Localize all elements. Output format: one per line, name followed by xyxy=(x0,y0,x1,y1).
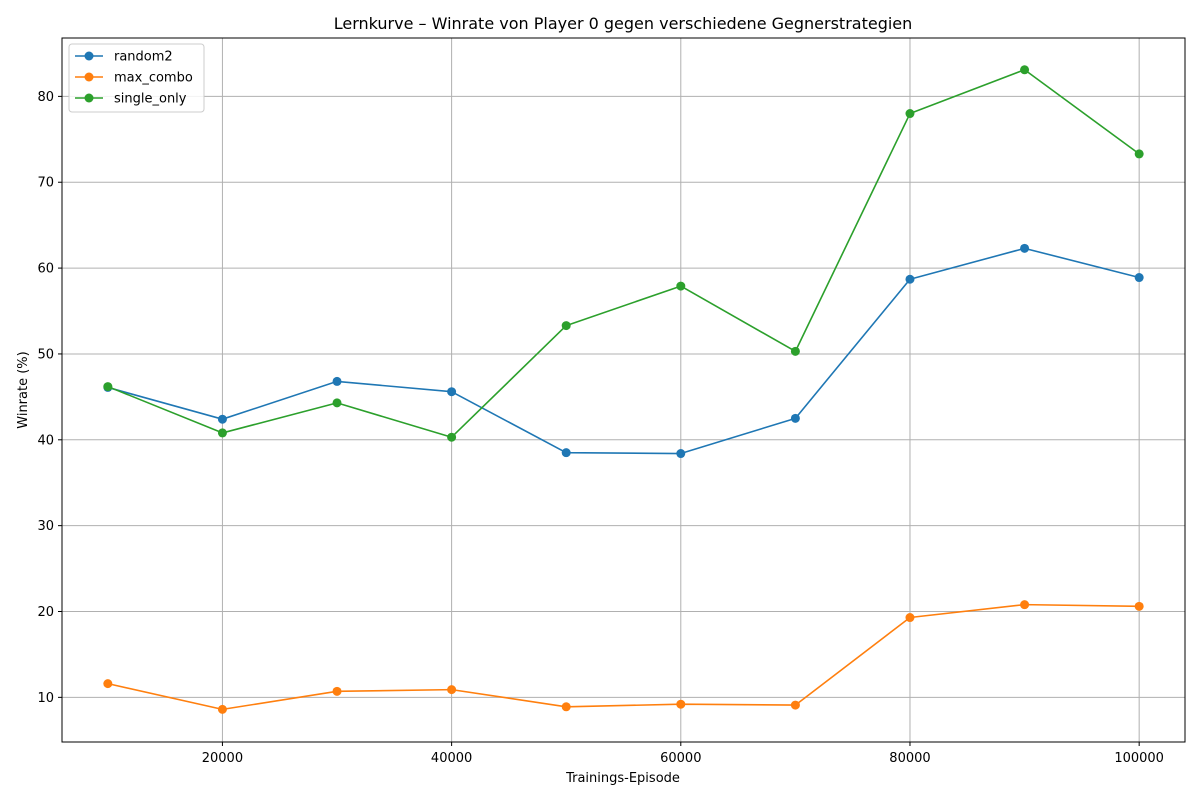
legend-marker-random2 xyxy=(84,51,94,61)
legend: random2 max_combo single_only xyxy=(68,43,205,113)
data-point-random2 xyxy=(676,449,686,459)
series-line-single_only xyxy=(107,68,1140,439)
data-point-max_combo xyxy=(561,702,571,712)
x-tick-label: 40000 xyxy=(431,751,472,766)
series-single_only xyxy=(103,65,1144,442)
data-point-max_combo xyxy=(447,685,457,695)
data-point-max_combo xyxy=(217,704,227,714)
series-group xyxy=(103,65,1144,714)
y-tick-label: 10 xyxy=(37,691,54,706)
data-point-random2 xyxy=(217,414,227,424)
x-axis-ticks: 20000 40000 60000 80000 100000 xyxy=(202,742,1164,766)
x-tick-label: 80000 xyxy=(889,751,930,766)
data-point-random2 xyxy=(332,376,342,386)
grid-lines xyxy=(62,38,1185,742)
legend-label-random2: random2 xyxy=(114,50,173,65)
y-axis-label: Winrate (%) xyxy=(16,351,31,428)
legend-label-single_only: single_only xyxy=(114,92,187,107)
data-point-random2 xyxy=(447,387,457,397)
plot-frame xyxy=(61,37,1186,743)
data-point-random2 xyxy=(561,448,571,458)
legend-marker-single_only xyxy=(84,93,94,103)
data-point-single_only xyxy=(103,382,113,392)
data-point-max_combo xyxy=(1134,601,1144,611)
series-max_combo xyxy=(103,600,1144,714)
data-point-random2 xyxy=(905,274,915,284)
data-point-max_combo xyxy=(332,686,342,696)
y-tick-label: 30 xyxy=(37,519,54,534)
data-point-single_only xyxy=(790,346,800,356)
data-point-single_only xyxy=(447,432,457,442)
x-axis-label: Trainings-Episode xyxy=(565,771,680,786)
data-point-single_only xyxy=(1134,149,1144,159)
y-tick-label: 20 xyxy=(37,605,54,620)
data-point-single_only xyxy=(561,321,571,331)
data-point-max_combo xyxy=(790,700,800,710)
data-point-max_combo xyxy=(1020,600,1030,610)
data-point-single_only xyxy=(1020,65,1030,75)
series-line-max_combo xyxy=(107,603,1140,711)
chart-title: Lernkurve – Winrate von Player 0 gegen v… xyxy=(334,14,913,33)
y-tick-label: 70 xyxy=(37,176,54,191)
data-point-random2 xyxy=(790,413,800,423)
data-point-single_only xyxy=(905,109,915,119)
data-point-max_combo xyxy=(905,613,915,623)
data-point-random2 xyxy=(1134,273,1144,283)
y-tick-label: 60 xyxy=(37,262,54,277)
legend-marker-max_combo xyxy=(84,72,94,82)
x-tick-label: 60000 xyxy=(660,751,701,766)
y-tick-label: 80 xyxy=(37,90,54,105)
x-tick-label: 100000 xyxy=(1114,751,1164,766)
data-point-single_only xyxy=(676,281,686,291)
series-random2 xyxy=(103,243,1144,459)
y-tick-label: 50 xyxy=(37,347,54,362)
data-point-single_only xyxy=(332,398,342,408)
legend-box xyxy=(68,43,205,113)
data-point-random2 xyxy=(1020,243,1030,253)
x-tick-label: 20000 xyxy=(202,751,243,766)
y-axis-ticks: 10 20 30 40 50 60 70 80 xyxy=(37,90,62,706)
data-point-max_combo xyxy=(103,679,113,689)
y-tick-label: 40 xyxy=(37,433,54,448)
data-point-max_combo xyxy=(676,699,686,709)
series-line-random2 xyxy=(107,247,1140,455)
data-point-single_only xyxy=(217,428,227,438)
legend-label-max_combo: max_combo xyxy=(114,71,193,86)
